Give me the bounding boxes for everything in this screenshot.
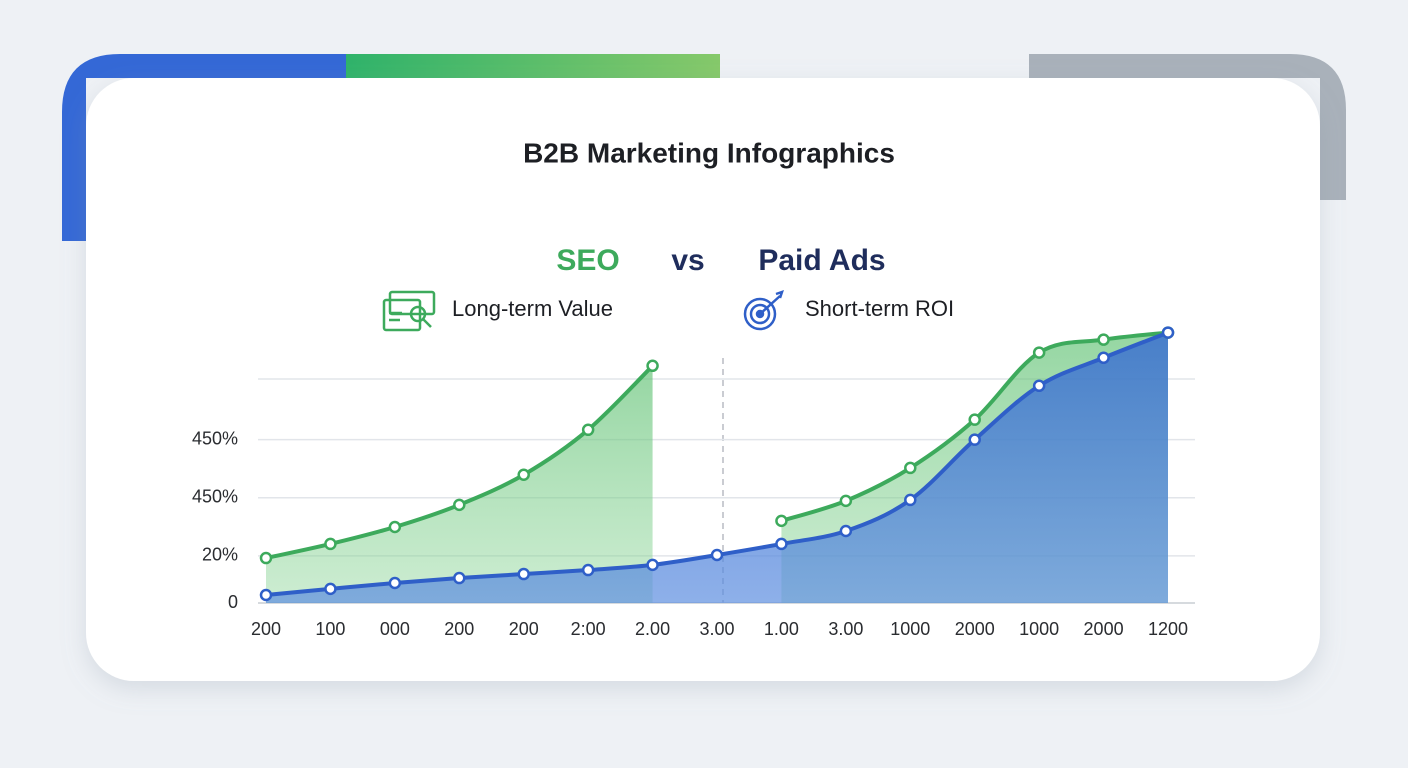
x-tick-label: 1000 — [1019, 619, 1059, 639]
point-marker — [1032, 379, 1046, 393]
accent-green — [346, 54, 720, 78]
point-marker — [1097, 333, 1110, 346]
x-tick-label: 2000 — [955, 619, 995, 639]
seo-icon — [382, 290, 436, 332]
point-marker — [453, 498, 466, 512]
point-marker — [646, 558, 659, 572]
y-tick-label: 450% — [192, 428, 238, 448]
series-heading: Paid Ads — [758, 244, 885, 277]
point-marker — [839, 524, 853, 538]
accent-gray — [1029, 54, 1346, 200]
x-tick-label: 200 — [509, 619, 539, 639]
y-tick-label: 450% — [192, 487, 238, 507]
x-tick-label: 3.00 — [699, 619, 734, 639]
x-tick-label: 2:00 — [571, 619, 606, 639]
x-tick-label: 000 — [380, 619, 410, 639]
point-marker — [775, 537, 788, 551]
legend-label: Long-term Value — [452, 296, 613, 321]
y-tick-label: 0 — [228, 592, 238, 612]
x-tick-label: 2000 — [1084, 619, 1124, 639]
roi-icon — [743, 290, 784, 331]
x-tick-label: 3.00 — [828, 619, 863, 639]
point-marker — [324, 537, 337, 551]
point-marker — [581, 563, 595, 577]
point-marker — [775, 514, 788, 528]
series-heading: SEO — [556, 244, 619, 277]
accent-blue — [62, 54, 346, 241]
x-tick-label: 200 — [251, 619, 281, 639]
x-tick-label: 100 — [315, 619, 345, 639]
point-marker — [968, 433, 981, 446]
versus-text: vs — [671, 244, 704, 277]
point-marker — [904, 461, 917, 475]
y-tick-label: 20% — [202, 545, 238, 565]
area — [266, 332, 1168, 603]
point-marker — [388, 520, 402, 534]
point-marker — [259, 551, 273, 565]
x-tick-label: 1000 — [890, 619, 930, 639]
point-marker — [259, 588, 273, 602]
x-tick-label: 2.00 — [635, 619, 670, 639]
point-marker — [324, 582, 337, 596]
point-marker — [388, 576, 402, 590]
point-marker — [1161, 326, 1175, 339]
point-marker — [968, 413, 981, 426]
point-marker — [710, 548, 724, 562]
area — [266, 365, 653, 603]
point-marker — [517, 567, 530, 581]
point-marker — [904, 493, 917, 507]
x-tick-label: 1200 — [1148, 619, 1188, 639]
point-marker — [1097, 351, 1110, 365]
point-marker — [581, 423, 595, 437]
point-marker — [517, 468, 530, 481]
chart-title: B2B Marketing Infographics — [523, 137, 895, 168]
legend-label: Short-term ROI — [805, 296, 954, 321]
point-marker — [453, 571, 466, 585]
x-tick-label: 200 — [444, 619, 474, 639]
point-marker — [646, 359, 659, 373]
x-tick-label: 1.00 — [764, 619, 799, 639]
point-marker — [839, 494, 853, 508]
point-marker — [1032, 346, 1046, 359]
